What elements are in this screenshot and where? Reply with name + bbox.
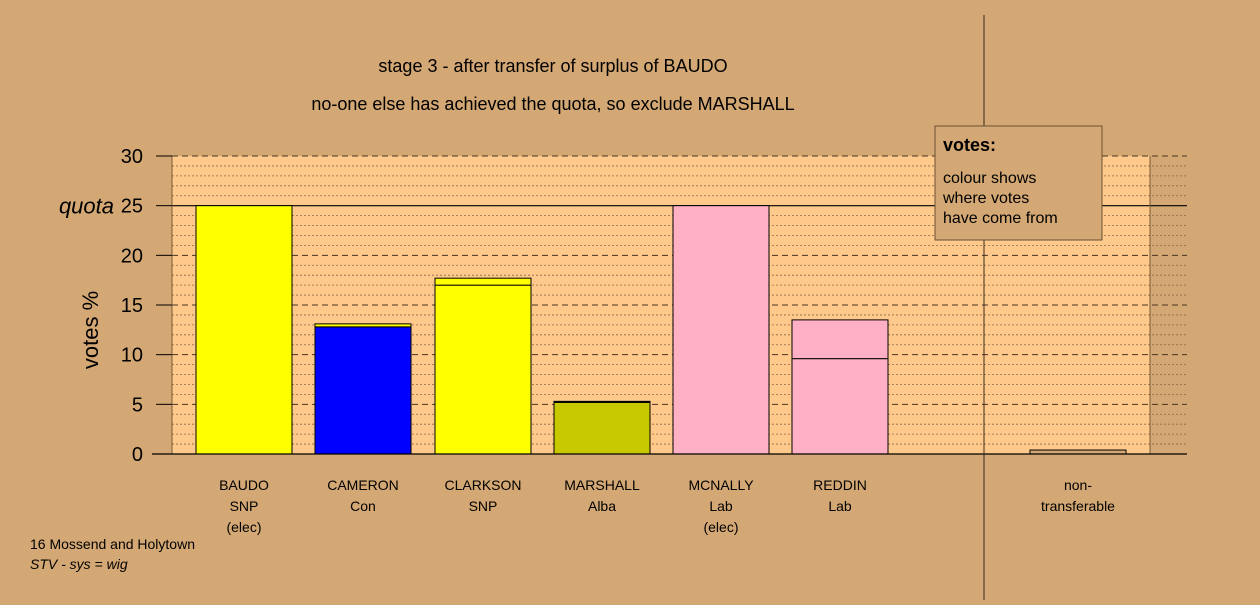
legend-line-2: where votes [942, 190, 1029, 207]
bars: BAUDO SNP (elec) CAMERON Con CLARKSON SNP MARSH… [195, 205, 1127, 535]
bar-segment [434, 284, 532, 455]
category-label: BAUDO [219, 477, 269, 493]
category-label: MARSHALL [564, 477, 640, 493]
legend-box: votes: colour shows where votes have com… [934, 125, 1103, 241]
bar-segment [434, 277, 532, 286]
category-label: REDDIN [813, 477, 867, 493]
bar-mcnally: MCNALLY Lab (elec) [672, 205, 770, 535]
bar-segment [314, 323, 412, 328]
chart-title-line-2: no-one else has achieved the quota, so e… [311, 94, 794, 114]
bar-segment [553, 401, 651, 455]
footer-ward: 16 Mossend and Holytown [30, 536, 195, 552]
bar-segment [314, 326, 412, 455]
category-label: transferable [1041, 498, 1115, 514]
y-tick-label: 25 [121, 196, 143, 218]
y-tick-label: 15 [121, 295, 143, 317]
y-tick-label: 0 [132, 444, 143, 466]
bar-reddin: REDDIN Lab [791, 319, 889, 514]
bar-segment [195, 205, 293, 455]
quota-label: quota [59, 194, 114, 219]
y-tick-label: 10 [121, 345, 143, 367]
category-label: Con [350, 498, 376, 514]
bar-clarkson: CLARKSON SNP [434, 277, 532, 514]
bar-non: non-transferable [1029, 449, 1127, 514]
bar-segment [791, 358, 889, 455]
bar-segment [791, 319, 889, 360]
category-label: CAMERON [327, 477, 399, 493]
legend-heading: votes: [943, 135, 996, 155]
bar-cameron: CAMERON Con [314, 323, 412, 514]
category-label: Lab [709, 498, 733, 514]
legend-line-1: colour shows [943, 170, 1036, 187]
category-label: (elec) [226, 519, 261, 535]
category-label: MCNALLY [688, 477, 754, 493]
y-axis-label: votes % [78, 291, 103, 369]
legend-line-3: have come from [943, 210, 1058, 227]
bar-marshall: MARSHALL Alba [553, 400, 651, 514]
bar-segment [553, 400, 651, 403]
chart-title-line-1: stage 3 - after transfer of surplus of B… [378, 56, 727, 76]
category-label: Lab [828, 498, 852, 514]
category-label: SNP [469, 498, 498, 514]
y-tick-label: 5 [132, 394, 143, 416]
category-label: Alba [588, 498, 616, 514]
category-label: non- [1064, 477, 1092, 493]
bar-segment [672, 205, 770, 455]
category-label: CLARKSON [444, 477, 521, 493]
axes: 0 5 10 15 20 25 30 [121, 146, 1187, 466]
category-label: SNP [230, 498, 259, 514]
y-tick-label: 20 [121, 245, 143, 267]
footer-system: STV - sys = wig [30, 556, 128, 572]
category-label: (elec) [703, 519, 738, 535]
y-tick-label: 30 [121, 146, 143, 168]
bar-baudo: BAUDO SNP (elec) [195, 205, 293, 535]
